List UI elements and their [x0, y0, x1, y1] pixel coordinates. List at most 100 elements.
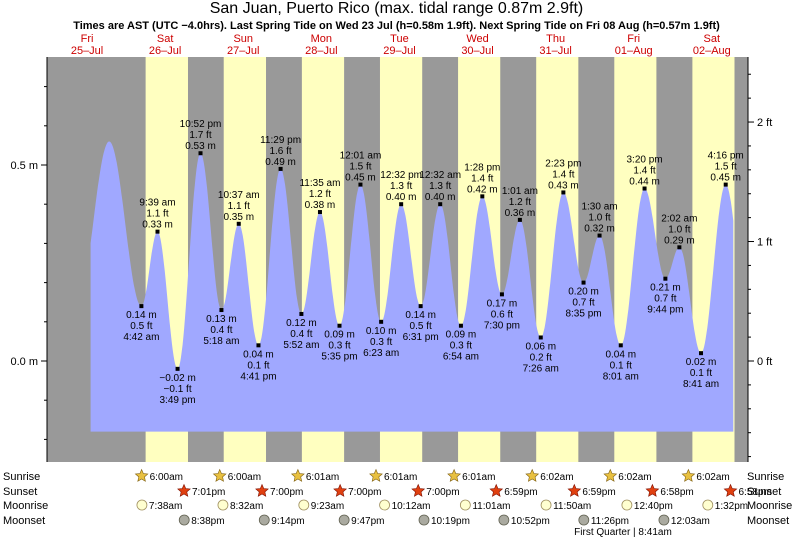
tide-ft: 1.3 ft — [390, 181, 412, 192]
tide-marker — [219, 308, 224, 313]
sunset-icon — [567, 483, 582, 497]
moonrise-icon — [459, 499, 471, 511]
sunset-time: 7:00pm — [426, 487, 459, 498]
tide-area — [90, 141, 734, 432]
day-name: Sun — [233, 33, 253, 45]
tide-marker — [561, 190, 566, 195]
tide-ft: 0.1 ft — [610, 360, 632, 371]
tide-time: 9:44 pm — [647, 305, 683, 316]
chart-title: San Juan, Puerto Rico (max. tidal range … — [209, 0, 584, 17]
sunrise-time: 6:01am — [306, 472, 339, 483]
moonset-time: 8:38pm — [191, 516, 224, 527]
day-name: Tue — [390, 33, 409, 45]
day-name: Sat — [704, 33, 721, 45]
moonrise-icon — [136, 499, 148, 511]
moonrise-time: 12:40pm — [634, 501, 673, 512]
sunrise-time: 6:01am — [462, 472, 495, 483]
day-date: 29–Jul — [383, 45, 415, 57]
tide-time: 6:54 am — [443, 352, 479, 363]
tide-time: 9:39 am — [139, 198, 175, 209]
tide-ft: 1.0 ft — [668, 224, 690, 235]
sunrise-icon — [525, 468, 540, 482]
tide-ft: 1.2 ft — [509, 197, 531, 208]
tide-m: 0.10 m — [366, 326, 397, 337]
tide-m: 0.38 m — [305, 200, 336, 211]
tide-marker — [723, 182, 728, 187]
tide-time: 6:31 pm — [403, 332, 439, 343]
tide-m: 0.36 m — [505, 208, 536, 219]
tide-ft: 1.0 ft — [588, 213, 610, 224]
tide-time: 8:01 am — [603, 371, 639, 382]
tide-m: 0.35 m — [223, 212, 254, 223]
sunset-icon — [411, 483, 426, 497]
sunrise-time: 6:00am — [150, 472, 183, 483]
tide-ft: 0.7 ft — [572, 298, 594, 309]
y-tick-label-ft: 2 ft — [757, 117, 772, 129]
sunset-time: 6:58pm — [738, 487, 771, 498]
tide-m: 0.40 m — [425, 192, 456, 203]
tide-marker — [597, 233, 602, 238]
tide-marker — [155, 229, 160, 234]
tide-m: 0.20 m — [568, 287, 599, 298]
sunrise-icon — [447, 468, 462, 482]
tide-time: 10:52 pm — [180, 119, 222, 130]
axes: 0.0 m 0.5 m 0 ft 1 ft 2 ft — [10, 57, 772, 462]
row-label-right: Moonrise — [747, 500, 792, 512]
day-date: 28–Jul — [305, 45, 337, 57]
moonset-icon — [658, 514, 670, 526]
tide-marker — [480, 194, 485, 199]
tide-ft: 1.6 ft — [269, 146, 291, 157]
sunset-time: 6:59pm — [582, 487, 615, 498]
tide-time: 1:01 am — [502, 186, 538, 197]
day-date: 01–Aug — [615, 45, 653, 57]
moonrise-time: 11:01am — [472, 501, 510, 512]
tide-ft: 1.1 ft — [146, 209, 168, 220]
tide-m: 0.14 m — [126, 310, 157, 321]
tide-marker — [198, 151, 203, 156]
sunset-time: 6:59pm — [504, 487, 537, 498]
tide-marker — [139, 304, 144, 309]
tide-ft: 1.5 ft — [349, 162, 371, 173]
tide-ft: 1.3 ft — [429, 181, 451, 192]
moonset-icon — [498, 514, 510, 526]
moonset-time: 10:52pm — [511, 516, 550, 527]
moonset-time: 10:19pm — [431, 516, 470, 527]
tide-marker — [699, 351, 704, 356]
sunrise-icon — [369, 468, 383, 482]
moonrise-icon — [298, 499, 310, 511]
tide-ft: 0.2 ft — [530, 352, 552, 363]
moonset-icon — [338, 514, 350, 526]
tide-m: 0.42 m — [467, 184, 498, 195]
sunrise-time: 6:02am — [618, 472, 651, 483]
tide-m: 0.17 m — [487, 298, 518, 309]
tide-ft: 0.6 ft — [491, 309, 513, 320]
tide-marker — [499, 292, 504, 297]
sunset-icon — [255, 483, 269, 497]
tide-marker — [358, 182, 363, 187]
sunrise-icon — [212, 468, 227, 482]
tide-ft: 0.5 ft — [410, 321, 432, 332]
tide-curve — [90, 141, 734, 432]
tide-marker — [399, 202, 404, 207]
day-labels: Fri25–JulSat26–JulSun27–JulMon28–JulTue2… — [71, 33, 731, 57]
tide-time: 7:30 pm — [484, 320, 520, 331]
moonset-time: 9:14pm — [271, 516, 304, 527]
sunrise-time: 6:00am — [228, 472, 261, 483]
tide-m: 0.43 m — [548, 180, 579, 191]
tide-ft: 0.3 ft — [328, 341, 350, 352]
tide-m: 0.32 m — [584, 224, 615, 235]
moonset-time: 9:47pm — [351, 516, 384, 527]
row-label-left: Sunset — [3, 486, 37, 498]
moonset-icon — [258, 514, 270, 526]
day-date: 30–Jul — [461, 45, 493, 57]
tide-m: 0.04 m — [243, 349, 274, 360]
tide-marker — [175, 366, 180, 371]
tide-m: 0.45 m — [345, 173, 376, 184]
tide-labels: 0.14 m0.5 ft4:42 am9:39 am1.1 ft0.33 m−0… — [123, 119, 743, 406]
day-date: 31–Jul — [539, 45, 571, 57]
tide-m: 0.45 m — [710, 173, 741, 184]
moonrise-icon — [621, 499, 633, 511]
tide-time: 10:37 am — [218, 190, 260, 201]
tide-m: 0.06 m — [525, 341, 556, 352]
moonrise-time: 8:32am — [230, 501, 263, 512]
